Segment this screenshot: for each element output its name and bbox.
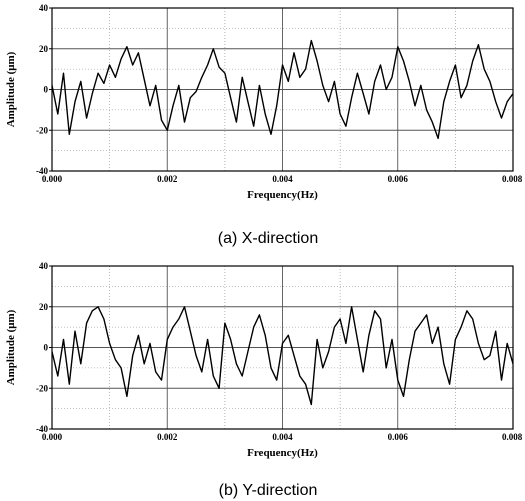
caption: (b) Y-direction: [219, 482, 318, 499]
chart-x-direction: 40 20 0 -20 -400.000 0.002 0.004 0.006 0.008 Fre…: [5, 3, 523, 247]
x-tick-label: 0.000: [42, 174, 63, 184]
gridlines: [52, 8, 513, 171]
x-tick-label: 0.002: [157, 174, 178, 184]
x-axis-label: Frequency(Hz): [247, 447, 318, 459]
x-tick-label: 0.006: [388, 174, 409, 184]
y-tick-label: 40: [39, 261, 49, 271]
y-tick-label: 20: [39, 44, 49, 54]
caption: (a) X-direction: [218, 230, 318, 247]
x-axis-label: Frequency(Hz): [247, 189, 318, 201]
x-tick-label: 0.002: [157, 432, 178, 442]
x-tick-label: 0.004: [272, 432, 293, 442]
y-tick-label: -20: [36, 383, 48, 393]
y-tick-label: -20: [36, 125, 48, 135]
series-line: [51, 306, 514, 406]
series-line: [51, 39, 514, 140]
y-tick-label: 40: [39, 3, 49, 13]
y-tick-label: 0: [44, 85, 49, 95]
tick-labels: 40 20 0 -20 -400.000 0.002 0.004 0.006 0.008: [36, 261, 523, 442]
x-tick-label: 0.008: [502, 174, 523, 184]
chart-y-direction: 40 20 0 -20 -400.000 0.002 0.004 0.006 0.008 Fre…: [5, 261, 523, 499]
tick-labels: 40 20 0 -20 -400.000 0.002 0.004 0.006 0.008: [36, 3, 523, 184]
y-tick-label: -40: [36, 424, 48, 434]
y-tick-label: 0: [44, 343, 49, 353]
y-axis-label: Amplitude (μm): [5, 309, 17, 385]
gridlines: [52, 266, 513, 429]
x-tick-label: 0.008: [502, 432, 523, 442]
x-tick-label: 0.004: [272, 174, 293, 184]
y-tick-label: -40: [36, 166, 48, 176]
x-tick-label: 0.000: [42, 432, 63, 442]
y-tick-label: 20: [39, 302, 49, 312]
x-tick-label: 0.006: [388, 432, 409, 442]
y-axis-label: Amplitude (μm): [5, 51, 17, 127]
